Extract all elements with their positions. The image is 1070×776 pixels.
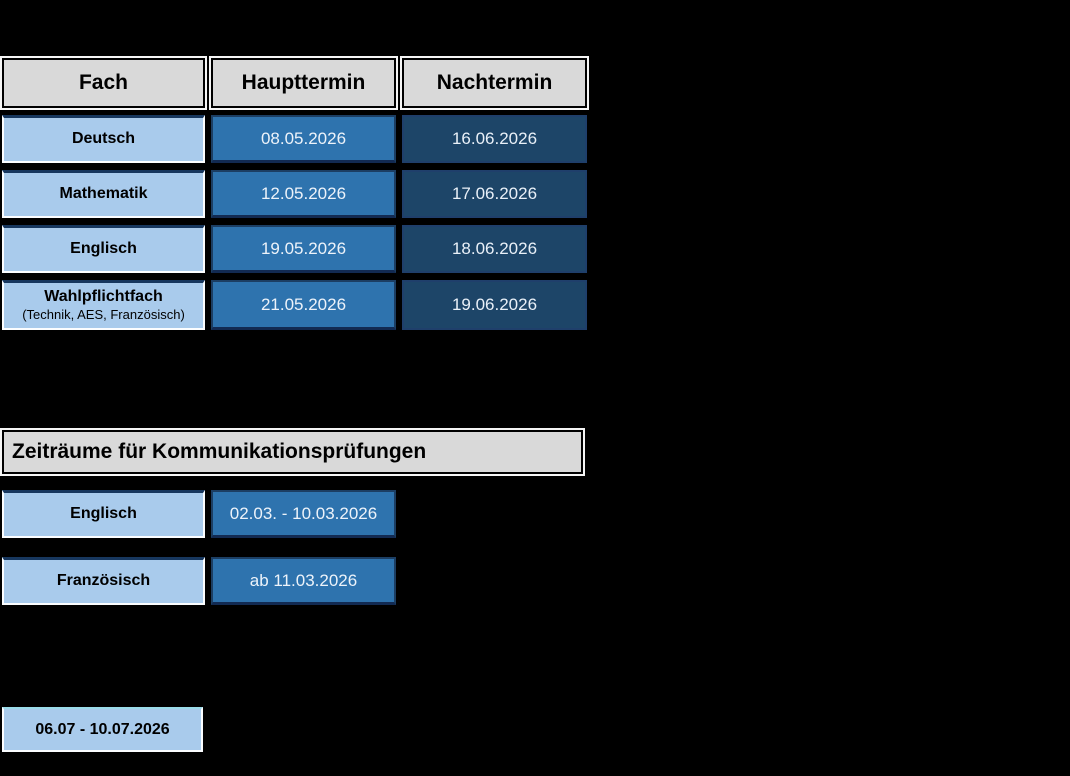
exam-dates-table: Fach Haupttermin Nachtermin Deutsch 08.0… <box>2 58 587 330</box>
subject-cell: Mathematik <box>2 170 205 218</box>
header-cell-fach: Fach <box>2 58 205 108</box>
footer-date-range-cell: 06.07 - 10.07.2026 <box>2 707 203 752</box>
kommunikation-table: Englisch 02.03. - 10.03.2026 Französisch… <box>2 490 396 605</box>
nachtermin-cell: 16.06.2026 <box>402 115 587 163</box>
nachtermin-cell: 19.06.2026 <box>402 280 587 330</box>
subject-cell: Englisch <box>2 225 205 273</box>
subject-note: (Technik, AES, Französisch) <box>22 307 185 323</box>
header-cell-haupttermin: Haupttermin <box>211 58 396 108</box>
zeitraum-cell: ab 11.03.2026 <box>211 557 396 605</box>
zeitraum-cell: 02.03. - 10.03.2026 <box>211 490 396 538</box>
haupttermin-cell: 12.05.2026 <box>211 170 396 218</box>
kommunikation-section-title: Zeiträume für Kommunikationsprüfungen <box>2 430 583 474</box>
haupttermin-cell: 21.05.2026 <box>211 280 396 330</box>
subject-label: Wahlpflichtfach <box>44 287 163 305</box>
haupttermin-cell: 08.05.2026 <box>211 115 396 163</box>
subject-cell: Wahlpflichtfach (Technik, AES, Französis… <box>2 280 205 330</box>
subject-cell: Deutsch <box>2 115 205 163</box>
nachtermin-cell: 17.06.2026 <box>402 170 587 218</box>
haupttermin-cell: 19.05.2026 <box>211 225 396 273</box>
nachtermin-cell: 18.06.2026 <box>402 225 587 273</box>
subject-cell: Englisch <box>2 490 205 538</box>
subject-cell: Französisch <box>2 557 205 605</box>
header-cell-nachtermin: Nachtermin <box>402 58 587 108</box>
